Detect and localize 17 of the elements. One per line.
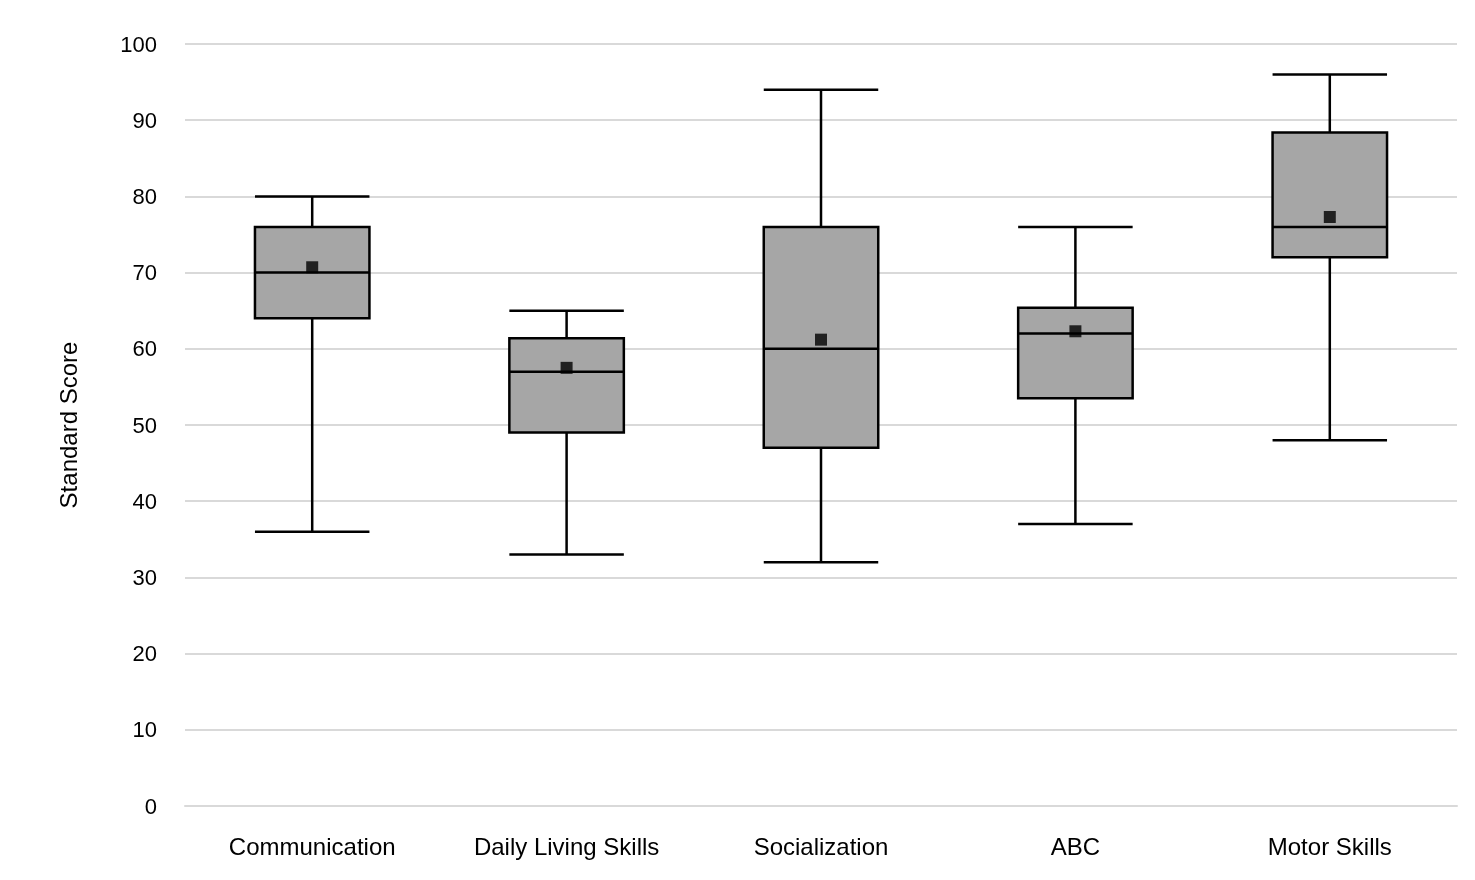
y-tick-label: 20 — [132, 641, 157, 667]
x-tick-label: ABC — [1050, 832, 1101, 860]
x-tick-label: Daily Living Skills — [473, 832, 660, 860]
y-tick-label: 90 — [132, 107, 157, 133]
y-tick-label: 40 — [132, 488, 157, 514]
y-tick-label: 50 — [132, 412, 157, 438]
y-tick-label: 10 — [132, 717, 157, 743]
y-tick-label: 60 — [132, 336, 157, 362]
y-axis-title: Standard Score — [54, 341, 82, 509]
x-tick-label: Communication — [228, 832, 396, 860]
y-tick-label: 30 — [132, 564, 157, 590]
y-tick-label: 0 — [144, 793, 157, 819]
y-tick-label: 80 — [132, 183, 157, 209]
x-tick-label: Socialization — [753, 832, 889, 860]
y-tick-label: 100 — [120, 31, 157, 57]
x-tick-label: Motor Skills — [1267, 832, 1392, 860]
y-tick-label: 70 — [132, 260, 157, 286]
